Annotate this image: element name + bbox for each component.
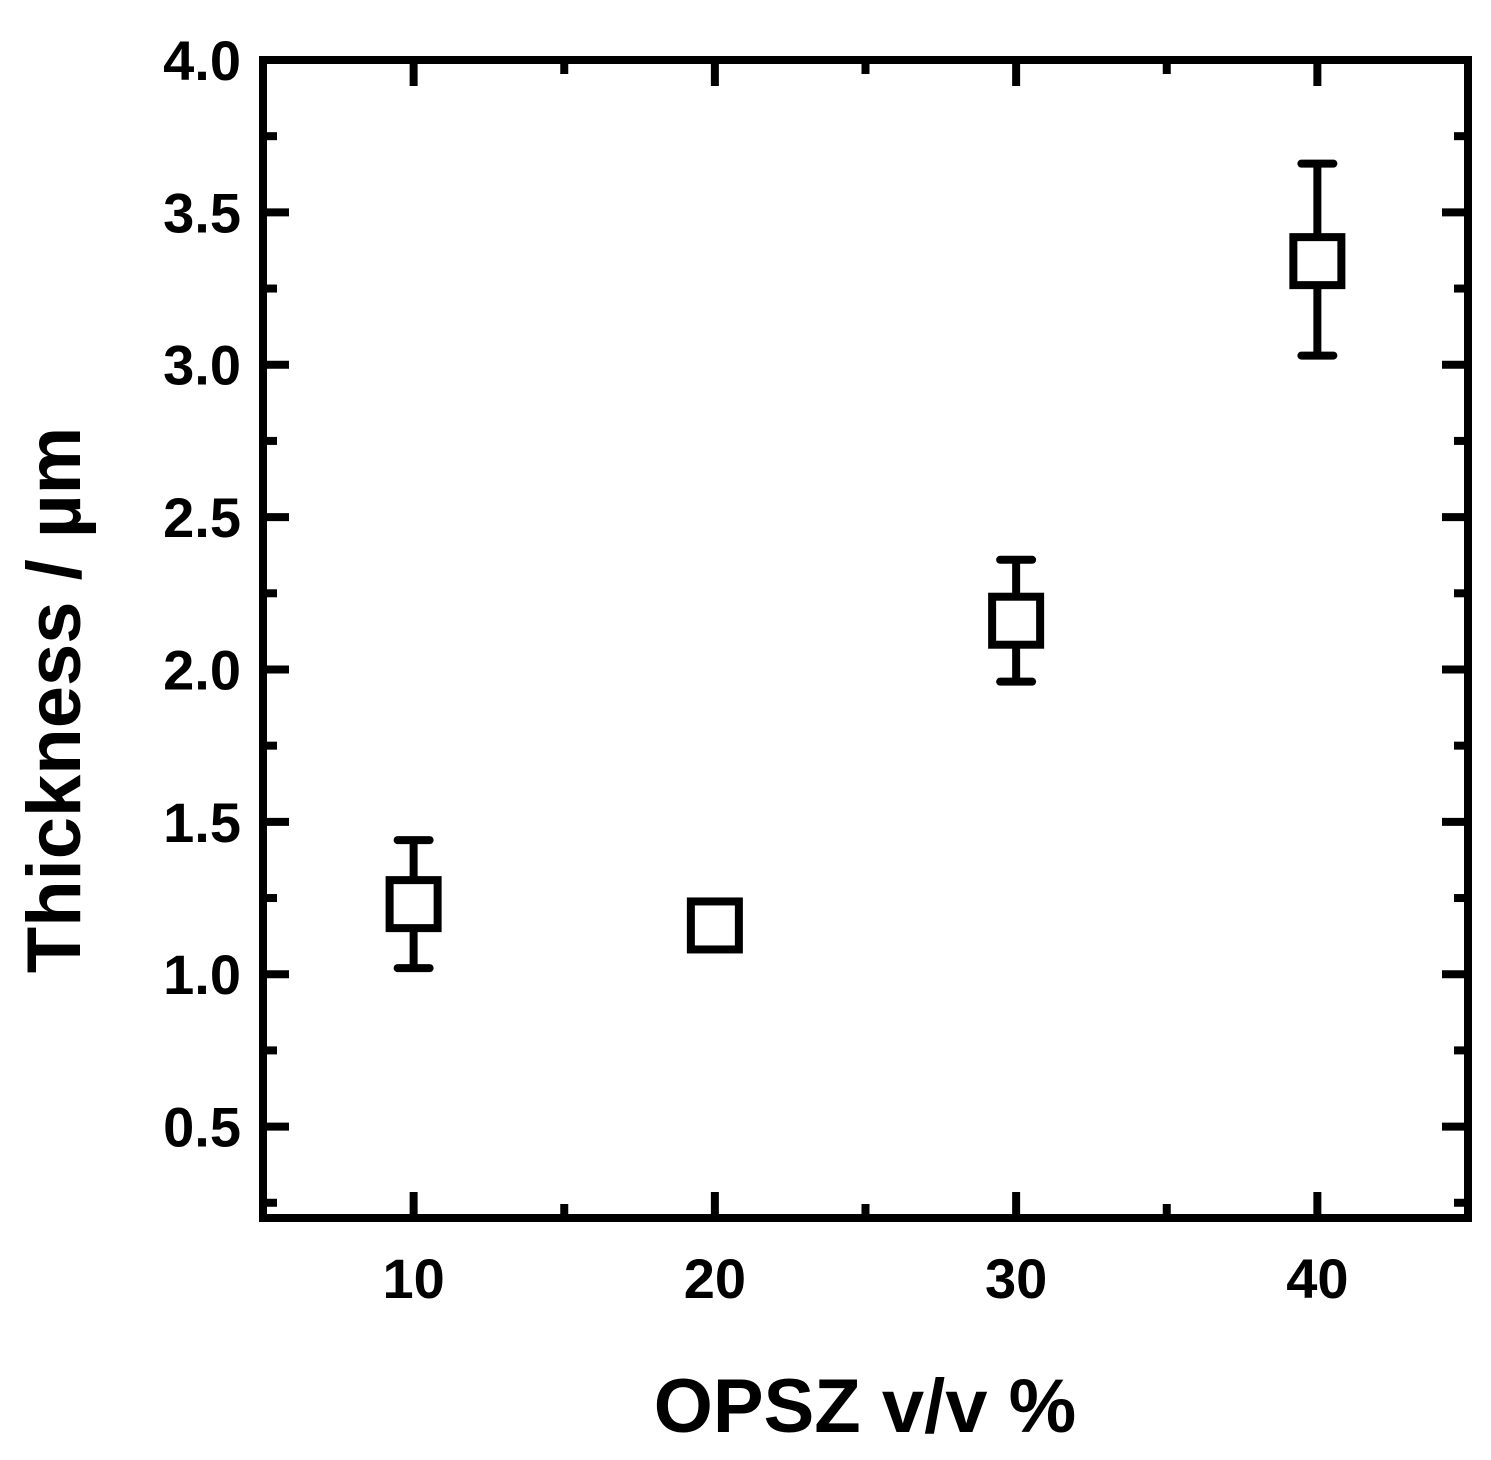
x-axis-ticks: 10 20 30 40: [382, 60, 1349, 1310]
x-tick-label: 40: [1286, 1247, 1348, 1310]
y-tick-label: 1.0: [163, 943, 241, 1006]
open-square-marker: [686, 897, 743, 954]
y-tick-label: 0.5: [163, 1096, 241, 1159]
data-point: [385, 836, 442, 973]
data-point: [686, 897, 743, 954]
y-tick-label: 2.0: [163, 638, 241, 701]
y-axis-ticks: 0.5 1.0 1.5 2.0 2.5 3.0 3.5 4.0: [163, 29, 1468, 1207]
y-tick-label: 2.5: [163, 486, 241, 549]
x-tick-label: 10: [382, 1247, 444, 1310]
x-axis-title: OPSZ v/v %: [654, 1364, 1076, 1449]
data-points: [385, 159, 1346, 973]
plot-border: [259, 56, 1472, 1222]
y-tick-label: 4.0: [163, 29, 241, 92]
y-tick-label: 3.5: [163, 181, 241, 244]
y-axis-title: Thickness / µm: [12, 427, 97, 973]
plot-frame: [259, 56, 1472, 1222]
y-tick-label: 1.5: [163, 791, 241, 854]
data-point: [1289, 159, 1346, 360]
data-point: [988, 555, 1045, 686]
x-tick-label: 20: [684, 1247, 746, 1310]
open-square-marker: [988, 592, 1045, 649]
open-square-marker: [385, 876, 442, 933]
open-square-marker: [1289, 233, 1346, 290]
x-tick-label: 30: [985, 1247, 1047, 1310]
y-tick-label: 3.0: [163, 334, 241, 397]
